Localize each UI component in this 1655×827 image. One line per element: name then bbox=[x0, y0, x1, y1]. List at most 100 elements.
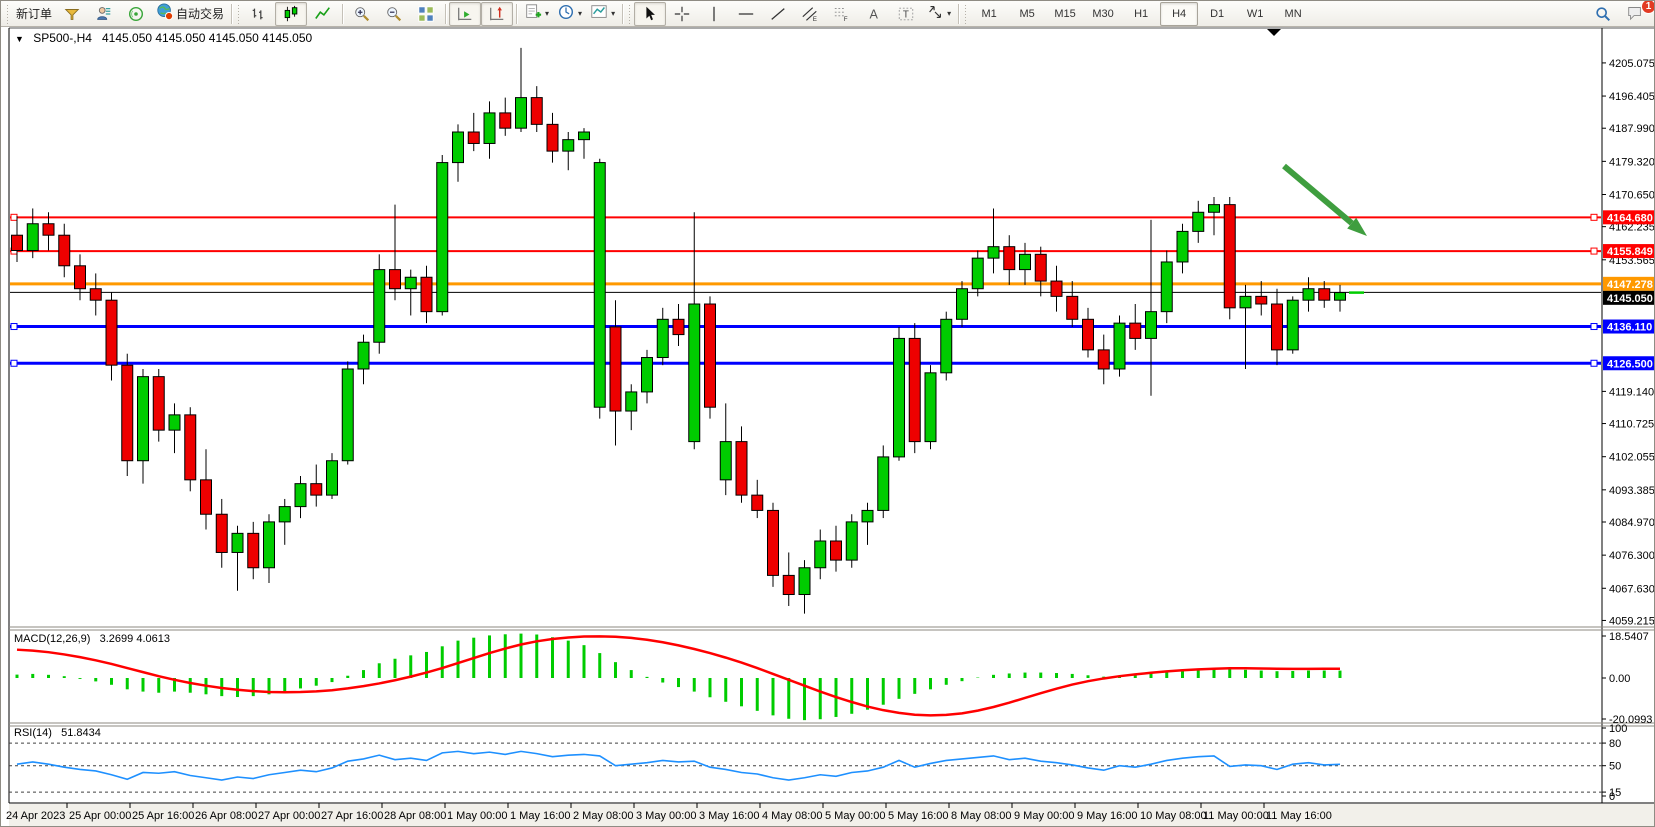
time-axis-label: 25 Apr 16:00 bbox=[132, 810, 194, 822]
template-icon bbox=[590, 3, 608, 24]
price-axis[interactable] bbox=[1602, 28, 1654, 803]
timeframe-h1[interactable]: H1 bbox=[1134, 7, 1149, 20]
arrows-tool-button[interactable]: ▾ bbox=[922, 2, 955, 26]
text-icon[interactable]: A bbox=[858, 2, 890, 26]
toolbar-separator bbox=[445, 3, 447, 24]
chart-symbol-period: SP500-,H4 bbox=[33, 31, 92, 45]
signals-icon[interactable] bbox=[120, 2, 152, 26]
periods-clock-icon bbox=[557, 3, 575, 24]
chart-shift-icon[interactable] bbox=[481, 1, 514, 26]
chat-icon bbox=[1626, 3, 1644, 24]
time-axis-label: 11 May 16:00 bbox=[1266, 810, 1332, 822]
chevron-down-icon: ▾ bbox=[947, 9, 952, 18]
price-level-badge: 4126.500 bbox=[1607, 358, 1653, 370]
main-chart-pane[interactable] bbox=[9, 28, 1602, 628]
crosshair-icon[interactable] bbox=[666, 2, 698, 26]
time-axis-label: 1 May 00:00 bbox=[447, 810, 508, 822]
search-icon[interactable] bbox=[1587, 2, 1619, 26]
auto-trading-globe-icon bbox=[156, 3, 174, 24]
macd-main-value: 3.2699 bbox=[99, 633, 134, 645]
toolbar-separator bbox=[342, 3, 344, 24]
toolbar-separator bbox=[622, 3, 624, 24]
add-indicator-icon bbox=[524, 3, 542, 24]
price-tick-label: 4187.990 bbox=[1609, 123, 1655, 135]
arrows-tool-icon bbox=[926, 3, 944, 24]
toolbar-grip[interactable] bbox=[237, 3, 242, 24]
timeframe-m30[interactable]: M30 bbox=[1092, 7, 1114, 20]
timeframe-m5[interactable]: M5 bbox=[1019, 7, 1035, 20]
auto-trading-label: 自动交易 bbox=[176, 7, 225, 21]
toolbar-grip[interactable] bbox=[964, 3, 969, 24]
equidistant-channel-icon[interactable]: E bbox=[794, 2, 826, 26]
tile-windows-icon[interactable] bbox=[410, 2, 442, 26]
rsi-pane[interactable] bbox=[9, 725, 1602, 802]
price-tick-label: 4067.630 bbox=[1609, 583, 1655, 595]
chart-canvas[interactable]: 4205.075 4196.405 4187.990 4179.320 4170.650… bbox=[1, 27, 1655, 827]
chevron-down-icon: ▾ bbox=[578, 9, 583, 18]
new-order-button[interactable]: 新订单 bbox=[16, 7, 53, 21]
chat-button[interactable]: 1 bbox=[1619, 1, 1654, 26]
svg-text:T: T bbox=[903, 9, 909, 20]
chevron-down-icon: ▾ bbox=[611, 9, 616, 18]
time-axis-label: 5 May 16:00 bbox=[888, 810, 949, 822]
rsi-value: 51.8434 bbox=[61, 727, 101, 739]
price-level-badge: 4164.680 bbox=[1607, 212, 1653, 224]
cursor-icon[interactable] bbox=[634, 1, 667, 26]
price-tick-label: 4084.970 bbox=[1609, 517, 1655, 529]
auto-scroll-icon[interactable] bbox=[449, 1, 482, 26]
bar-chart-icon[interactable] bbox=[243, 2, 275, 26]
fibonacci-icon[interactable]: F bbox=[826, 2, 858, 26]
price-tick-label: 4162.235 bbox=[1609, 222, 1655, 234]
price-tick-label: 4059.215 bbox=[1609, 615, 1655, 627]
price-tick-label: 4076.300 bbox=[1609, 550, 1655, 562]
macd-axis-label: 18.5407 bbox=[1609, 631, 1649, 643]
toolbar-grip[interactable] bbox=[628, 3, 633, 24]
vertical-line-icon[interactable] bbox=[698, 2, 730, 26]
timeframe-h4[interactable]: H4 bbox=[1160, 1, 1199, 26]
chevron-down-icon: ▾ bbox=[545, 9, 550, 18]
periods-clock-button[interactable]: ▾ bbox=[553, 2, 586, 26]
time-axis-label: 2 May 08:00 bbox=[573, 810, 634, 822]
toolbar-grip[interactable] bbox=[6, 3, 10, 24]
rsi-axis-label: 100 bbox=[1609, 723, 1627, 735]
toolbar: 新订单 自动交易 bbox=[1, 1, 1654, 27]
time-axis-label: 24 Apr 2023 bbox=[6, 810, 65, 822]
timeframe-w1[interactable]: W1 bbox=[1246, 7, 1264, 20]
chart-area: 4205.075 4196.405 4187.990 4179.320 4170.650… bbox=[1, 27, 1655, 827]
chart-ohlc-values: 4145.050 4145.050 4145.050 4145.050 bbox=[102, 31, 313, 45]
text-label-icon[interactable]: T bbox=[890, 2, 922, 26]
trade-funnel-icon[interactable] bbox=[56, 2, 88, 26]
timeframe-m15[interactable]: M15 bbox=[1054, 7, 1076, 20]
macd-pane[interactable] bbox=[9, 631, 1602, 723]
template-button[interactable]: ▾ bbox=[586, 2, 619, 26]
toolbar-separator bbox=[958, 3, 960, 24]
time-axis-label: 11 May 00:00 bbox=[1203, 810, 1269, 822]
timeframe-m1[interactable]: M1 bbox=[981, 7, 997, 20]
auto-trading-button[interactable]: 自动交易 bbox=[152, 2, 228, 26]
trendline-icon[interactable] bbox=[762, 2, 794, 26]
price-tick-label: 4179.320 bbox=[1609, 156, 1655, 168]
time-axis-label: 28 Apr 08:00 bbox=[384, 810, 446, 822]
zoom-out-icon[interactable] bbox=[378, 2, 410, 26]
notification-badge: 1 bbox=[1641, 1, 1654, 14]
macd-axis-label: 0.00 bbox=[1609, 673, 1630, 685]
timeframe-mn[interactable]: MN bbox=[1284, 7, 1302, 20]
time-axis-label: 26 Apr 08:00 bbox=[195, 810, 257, 822]
price-tick-label: 4093.385 bbox=[1609, 485, 1655, 497]
timeframe-d1[interactable]: D1 bbox=[1210, 7, 1225, 20]
price-tick-label: 4205.075 bbox=[1609, 58, 1655, 70]
line-chart-icon[interactable] bbox=[307, 2, 339, 26]
time-axis-label: 27 Apr 00:00 bbox=[258, 810, 320, 822]
time-axis-label: 3 May 16:00 bbox=[699, 810, 760, 822]
zoom-in-icon[interactable] bbox=[346, 2, 378, 26]
horizontal-line-icon[interactable] bbox=[730, 2, 762, 26]
time-axis-label: 1 May 16:00 bbox=[510, 810, 571, 822]
time-axis-label: 4 May 08:00 bbox=[762, 810, 823, 822]
add-indicator-button[interactable]: ▾ bbox=[520, 2, 553, 26]
time-axis[interactable] bbox=[9, 803, 1602, 826]
price-level-badge: 4136.110 bbox=[1607, 322, 1652, 334]
candlestick-chart-icon[interactable] bbox=[275, 1, 308, 26]
profile-icon[interactable] bbox=[88, 2, 120, 26]
chart-title: ▼ SP500-,H4 4145.050 4145.050 4145.050 4… bbox=[15, 31, 312, 45]
one-click-trading-toggle[interactable]: ▼ bbox=[15, 34, 24, 44]
